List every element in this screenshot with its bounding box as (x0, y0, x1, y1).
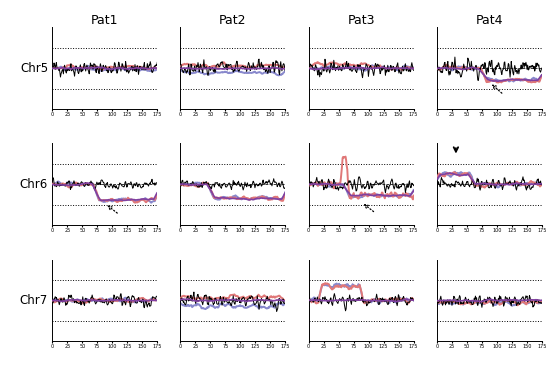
Title: Pat1: Pat1 (91, 14, 118, 27)
Title: Pat3: Pat3 (348, 14, 375, 27)
Y-axis label: Chr7: Chr7 (20, 294, 48, 307)
Y-axis label: Chr5: Chr5 (20, 62, 48, 75)
Y-axis label: Chr6: Chr6 (20, 178, 48, 191)
Title: Pat2: Pat2 (219, 14, 246, 27)
Title: Pat4: Pat4 (476, 14, 503, 27)
